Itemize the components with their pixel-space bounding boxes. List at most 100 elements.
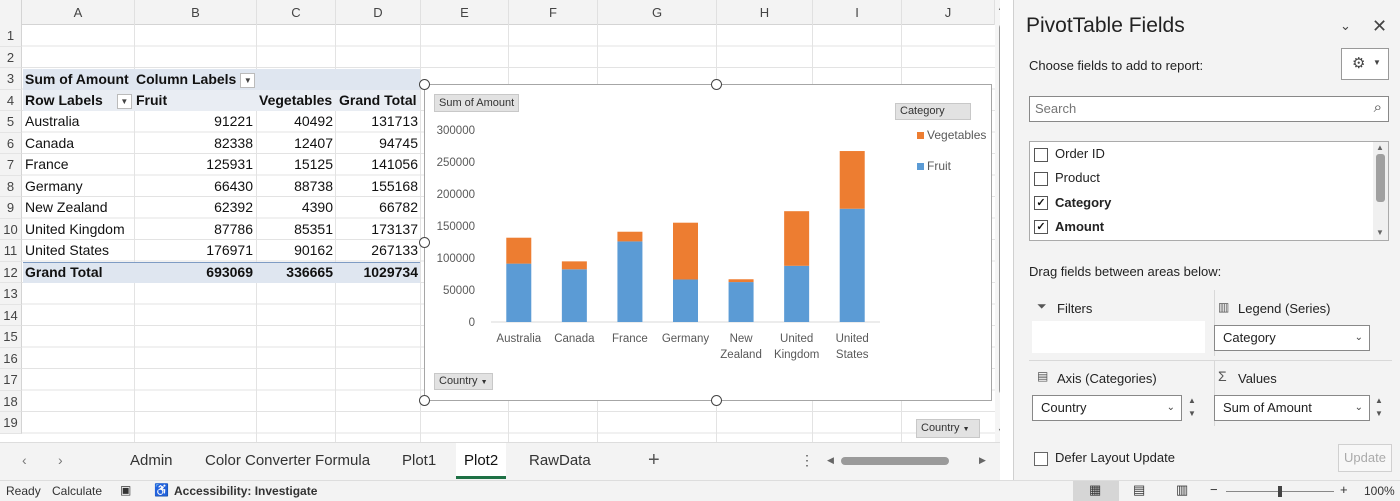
column-labels-filter-icon[interactable]: ▼ [240, 72, 256, 88]
column-header-j[interactable]: J [902, 0, 995, 25]
pivot-cell-vegetables[interactable]: 4390 [301, 199, 333, 215]
grand-total-vegetables[interactable]: 336665 [286, 264, 333, 280]
status-accessibility[interactable]: Accessibility: Investigate [174, 484, 318, 498]
chart-resize-handle-bl[interactable] [419, 395, 430, 406]
row-header-3[interactable]: 3 [0, 68, 22, 90]
row-header-19[interactable]: 19 [0, 412, 22, 434]
row-header-16[interactable]: 16 [0, 347, 22, 369]
zoom-slider-thumb[interactable] [1278, 486, 1282, 497]
column-header-h[interactable]: H [717, 0, 813, 25]
field-checkbox[interactable] [1034, 147, 1048, 162]
row-header-9[interactable]: 9 [0, 197, 22, 219]
pivot-cell-fruit[interactable]: 82338 [214, 134, 253, 151]
update-button[interactable]: Update [1338, 444, 1392, 472]
pivot-cell-total[interactable]: 267133 [371, 242, 418, 258]
accessibility-icon[interactable]: ♿ [154, 483, 169, 497]
pivot-cell-vegetables[interactable]: 15125 [294, 156, 333, 172]
pivot-row-label[interactable]: United Kingdom [25, 220, 125, 237]
normal-view-button[interactable]: ▦ [1073, 481, 1119, 501]
chart-axis-field-button[interactable]: Country ▼ [434, 373, 493, 390]
pivot-cell-fruit[interactable]: 91221 [214, 113, 253, 129]
legend-field-item[interactable]: Category ⌄ [1214, 325, 1370, 351]
chart-resize-handle-l[interactable] [419, 237, 430, 248]
pivot-row-label[interactable]: Canada [25, 134, 75, 151]
field-category[interactable]: ✓ Category [1034, 195, 1111, 211]
column-header-e[interactable]: E [421, 0, 509, 25]
field-scroll-up-icon[interactable]: ▲ [1376, 143, 1384, 152]
grand-total-label[interactable]: Grand Total [25, 264, 103, 280]
row-header-17[interactable]: 17 [0, 369, 22, 391]
zoom-level[interactable]: 100% [1364, 484, 1395, 498]
vertical-scrollbar[interactable]: ▲ ▼ [995, 0, 1000, 442]
filters-area[interactable]: ⏷ Filters [1029, 290, 1215, 356]
page-break-view-icon[interactable]: ▥ [1176, 482, 1189, 497]
tab-color-converter-formula[interactable]: Color Converter Formula [205, 452, 371, 469]
column-header-i[interactable]: I [813, 0, 902, 25]
pivot-cell-vegetables[interactable]: 90162 [294, 242, 333, 258]
values-field-item[interactable]: Sum of Amount ⌄ [1214, 395, 1370, 421]
column-header-b[interactable]: B [135, 0, 257, 25]
pivot-cell-fruit[interactable]: 87786 [214, 220, 253, 237]
page-layout-view-icon[interactable]: ▤ [1133, 482, 1146, 497]
horizontal-scroll-thumb[interactable] [841, 457, 949, 465]
pivot-cell-total[interactable]: 155168 [371, 177, 418, 194]
pane-options-chevron-icon[interactable]: ⌄ [1340, 18, 1351, 33]
pivot-header-grand-total[interactable]: Grand Total [339, 92, 417, 108]
row-header-14[interactable]: 14 [0, 304, 22, 326]
field-amount[interactable]: ✓ Amount [1034, 219, 1104, 235]
pivot-cell-fruit[interactable]: 125931 [206, 156, 253, 172]
field-list-scrollbar[interactable]: ▲ ▼ [1373, 142, 1388, 240]
pivot-cell-total[interactable]: 141056 [371, 156, 418, 172]
country-field-button-2[interactable]: Country ▼ [916, 419, 980, 438]
hscroll-left-icon[interactable]: ◀ [827, 455, 834, 465]
scroll-down-icon[interactable]: ▼ [997, 426, 1000, 436]
macro-record-icon[interactable]: ▣ [120, 483, 132, 497]
row-header-5[interactable]: 5 [0, 111, 22, 133]
field-scroll-thumb[interactable] [1376, 154, 1385, 202]
column-header-c[interactable]: C [257, 0, 336, 25]
pivot-cell-total[interactable]: 131713 [371, 113, 418, 129]
tab-scroll-right-icon[interactable]: › [58, 452, 63, 468]
values-area[interactable]: Σ Values Sum of Amount ⌄ ▲ ▼ [1212, 360, 1392, 426]
pivot-row-label[interactable]: Australia [25, 113, 80, 129]
field-layout-button[interactable]: ⚙ ▼ [1341, 48, 1389, 80]
chart-value-field-button[interactable]: Sum of Amount [434, 94, 520, 112]
pivot-cell-fruit[interactable]: 66430 [214, 177, 253, 194]
search-input[interactable] [1035, 97, 1355, 119]
close-icon[interactable]: ✕ [1372, 16, 1388, 36]
row-header-6[interactable]: 6 [0, 132, 22, 154]
tab-scroll-left-icon[interactable]: ‹ [22, 452, 27, 468]
legend-area[interactable]: ▥ Legend (Series) Category ⌄ [1212, 290, 1392, 356]
column-header-d[interactable]: D [336, 0, 421, 25]
pivot-column-labels[interactable]: Column Labels ▼ [136, 69, 256, 91]
pivot-cell-fruit[interactable]: 176971 [206, 242, 253, 258]
tab-plot2[interactable]: Plot2 [456, 443, 507, 479]
select-all-corner[interactable] [0, 0, 22, 25]
defer-checkbox[interactable] [1034, 451, 1048, 466]
row-header-11[interactable]: 11 [0, 240, 22, 262]
hscroll-right-icon[interactable]: ▶ [979, 455, 986, 465]
zoom-out-icon[interactable]: − [1210, 482, 1218, 497]
axis-field-item[interactable]: Country ⌄ [1032, 395, 1182, 421]
column-header-f[interactable]: F [509, 0, 598, 25]
axis-area[interactable]: ▤ Axis (Categories) Country ⌄ ▲ ▼ [1029, 360, 1215, 426]
row-header-4[interactable]: 4 [0, 89, 22, 111]
chart-legend-field-button[interactable]: Category [895, 103, 971, 120]
more-tabs-icon[interactable]: ⋮ [800, 452, 814, 468]
pivot-row-label[interactable]: Germany [25, 177, 83, 194]
pivot-cell-total[interactable]: 94745 [379, 134, 418, 151]
pivot-cell-total[interactable]: 173137 [371, 220, 418, 237]
defer-layout-update[interactable]: Defer Layout Update [1034, 450, 1175, 466]
row-header-1[interactable]: 1 [0, 25, 22, 47]
row-labels-filter-icon[interactable]: ▼ [116, 93, 132, 109]
axis-reorder-icon[interactable]: ▲ ▼ [1188, 396, 1196, 418]
field-product[interactable]: Product [1034, 170, 1100, 186]
grand-total-total[interactable]: 1029734 [363, 264, 418, 280]
pivot-chart[interactable]: Sum of Amount Category Country ▼ 0 50000 1… [424, 84, 992, 401]
pivot-cell-vegetables[interactable]: 40492 [294, 113, 333, 129]
vertical-scroll-thumb[interactable] [999, 24, 1000, 394]
field-scroll-down-icon[interactable]: ▼ [1376, 228, 1384, 237]
grand-total-fruit[interactable]: 693069 [206, 264, 253, 280]
pivot-cell-total[interactable]: 66782 [379, 199, 418, 215]
